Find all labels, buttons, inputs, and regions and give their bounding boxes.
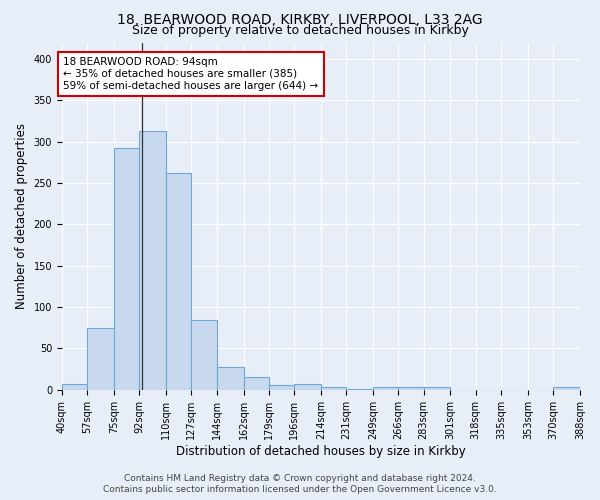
Bar bbox=[553, 388, 580, 390]
Bar bbox=[87, 328, 114, 390]
Text: Contains HM Land Registry data © Crown copyright and database right 2024.
Contai: Contains HM Land Registry data © Crown c… bbox=[103, 474, 497, 494]
Bar bbox=[139, 131, 166, 390]
Bar bbox=[217, 366, 244, 390]
Bar bbox=[294, 384, 321, 390]
Text: Size of property relative to detached houses in Kirkby: Size of property relative to detached ho… bbox=[131, 24, 469, 37]
Text: 18 BEARWOOD ROAD: 94sqm
← 35% of detached houses are smaller (385)
59% of semi-d: 18 BEARWOOD ROAD: 94sqm ← 35% of detache… bbox=[64, 58, 319, 90]
Bar bbox=[191, 320, 217, 390]
Text: 18, BEARWOOD ROAD, KIRKBY, LIVERPOOL, L33 2AG: 18, BEARWOOD ROAD, KIRKBY, LIVERPOOL, L3… bbox=[117, 12, 483, 26]
Bar bbox=[424, 388, 451, 390]
Bar bbox=[166, 173, 191, 390]
Bar bbox=[114, 148, 139, 390]
Bar bbox=[269, 385, 294, 390]
X-axis label: Distribution of detached houses by size in Kirkby: Distribution of detached houses by size … bbox=[176, 444, 466, 458]
Bar bbox=[373, 386, 398, 390]
Bar bbox=[62, 384, 87, 390]
Bar bbox=[244, 378, 269, 390]
Bar bbox=[346, 389, 373, 390]
Y-axis label: Number of detached properties: Number of detached properties bbox=[15, 123, 28, 309]
Bar bbox=[398, 386, 424, 390]
Bar bbox=[321, 388, 346, 390]
